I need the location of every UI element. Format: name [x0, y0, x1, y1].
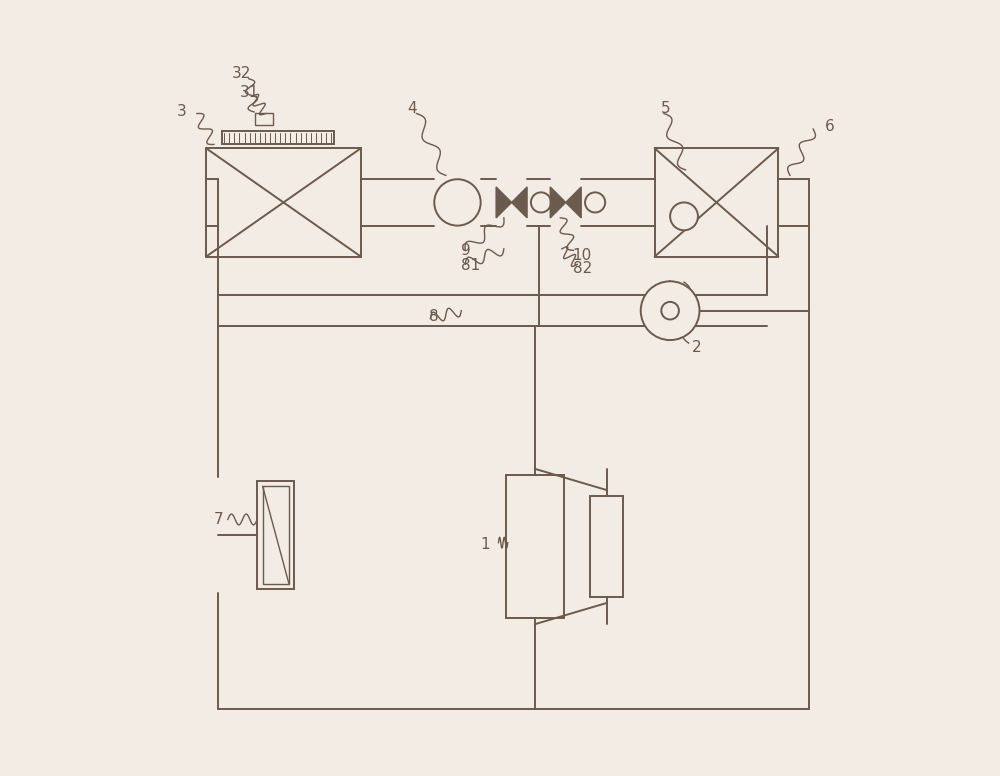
Polygon shape — [550, 187, 566, 218]
Bar — [263, 487, 289, 584]
Bar — [257, 481, 294, 589]
Text: 7: 7 — [214, 512, 224, 527]
Text: 9: 9 — [461, 243, 471, 258]
Text: 82: 82 — [573, 262, 592, 276]
Polygon shape — [566, 187, 581, 218]
Polygon shape — [496, 187, 512, 218]
Circle shape — [641, 281, 699, 340]
Text: 32: 32 — [232, 66, 251, 81]
Bar — [206, 148, 361, 257]
Circle shape — [585, 192, 605, 213]
Text: 81: 81 — [461, 258, 481, 272]
Text: 3: 3 — [177, 104, 187, 119]
Polygon shape — [512, 187, 527, 218]
Bar — [222, 130, 334, 144]
Text: 1: 1 — [480, 537, 490, 552]
Text: 10: 10 — [573, 248, 592, 262]
Text: 2: 2 — [692, 341, 701, 355]
Bar — [655, 148, 778, 257]
Circle shape — [531, 192, 551, 213]
Text: 5: 5 — [661, 101, 670, 116]
Bar — [506, 475, 564, 618]
Circle shape — [670, 203, 698, 230]
Circle shape — [434, 179, 481, 226]
Text: 8: 8 — [429, 310, 438, 324]
Bar — [590, 496, 623, 597]
Text: 4: 4 — [407, 101, 417, 116]
Circle shape — [661, 302, 679, 320]
Text: 6: 6 — [825, 120, 835, 134]
Bar — [255, 113, 273, 125]
Text: 31: 31 — [239, 85, 259, 100]
